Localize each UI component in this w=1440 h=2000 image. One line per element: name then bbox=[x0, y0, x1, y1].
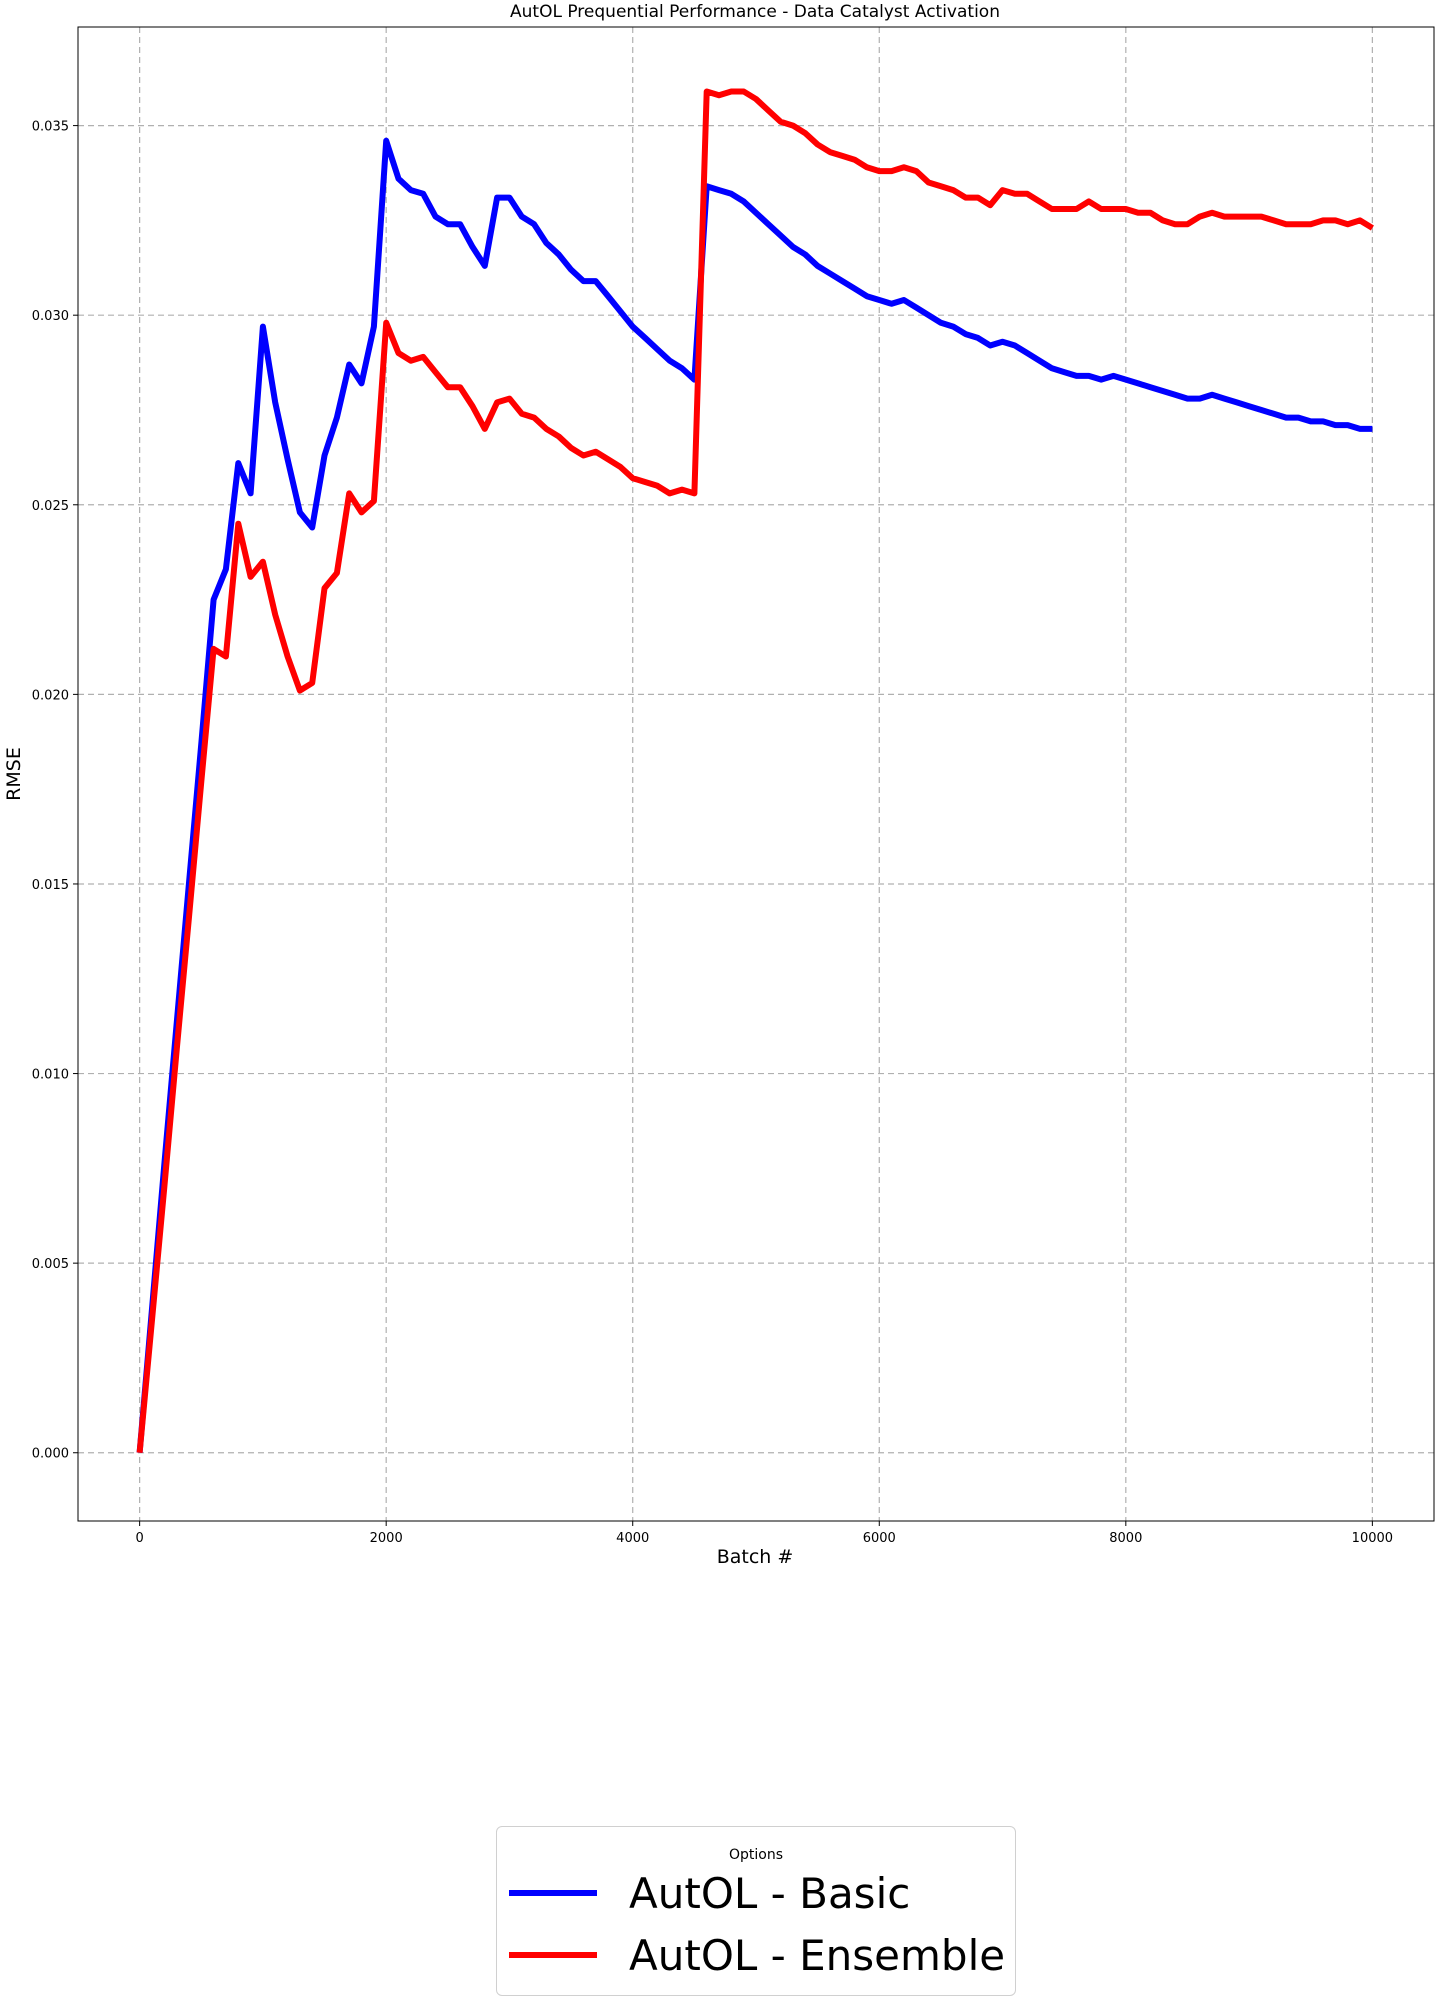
plot-frame bbox=[77, 26, 1435, 1522]
legend-swatch-ensemble bbox=[509, 1952, 597, 1958]
x-tick-label: 8000 bbox=[1109, 1531, 1142, 1546]
y-tick-label: 0.005 bbox=[32, 1257, 69, 1272]
x-tick-label: 0 bbox=[135, 1531, 143, 1546]
y-tick-label: 0.035 bbox=[32, 120, 69, 135]
x-tick-label: 6000 bbox=[863, 1531, 896, 1546]
y-tick-label: 0.015 bbox=[32, 878, 69, 893]
y-tick-label: 0.030 bbox=[32, 309, 69, 324]
legend-entry-ensemble: AutOL - Ensemble bbox=[509, 1925, 1005, 1985]
y-tick-label: 0.010 bbox=[32, 1068, 69, 1083]
x-tick-label: 4000 bbox=[616, 1531, 649, 1546]
x-tick-label: 10000 bbox=[1352, 1531, 1393, 1546]
legend-swatch-basic bbox=[509, 1890, 597, 1896]
y-axis-ticks: 0.000 0.005 0.010 0.015 0.020 0.025 0.030 0.035 bbox=[32, 120, 78, 1462]
chart-title: AutOL Prequential Performance - Data Cat… bbox=[510, 2, 1000, 22]
x-axis-label: Batch # bbox=[717, 1546, 794, 1568]
legend-label-basic: AutOL - Basic bbox=[629, 1868, 911, 1918]
y-tick-label: 0.025 bbox=[32, 499, 69, 514]
y-axis-label: RMSE bbox=[3, 747, 25, 801]
legend-entry-basic: AutOL - Basic bbox=[509, 1863, 910, 1923]
series-lines bbox=[136, 88, 1374, 1453]
line-chart: AutOL Prequential Performance - Data Cat… bbox=[3, 2, 1435, 1568]
y-tick-label: 0.000 bbox=[32, 1447, 69, 1462]
x-tick-label: 2000 bbox=[370, 1531, 403, 1546]
y-tick-label: 0.020 bbox=[32, 688, 69, 703]
legend-title: Options bbox=[728, 1847, 784, 1863]
x-axis-ticks: 0 2000 4000 6000 8000 10000 bbox=[135, 1521, 1393, 1546]
legend-label-ensemble: AutOL - Ensemble bbox=[629, 1930, 1006, 1980]
series-line-basic bbox=[136, 137, 1373, 1453]
series-line-ensemble bbox=[136, 88, 1374, 1453]
legend: Options AutOL - Basic AutOL - Ensemble bbox=[496, 1826, 1016, 1996]
grid bbox=[78, 27, 1434, 1521]
